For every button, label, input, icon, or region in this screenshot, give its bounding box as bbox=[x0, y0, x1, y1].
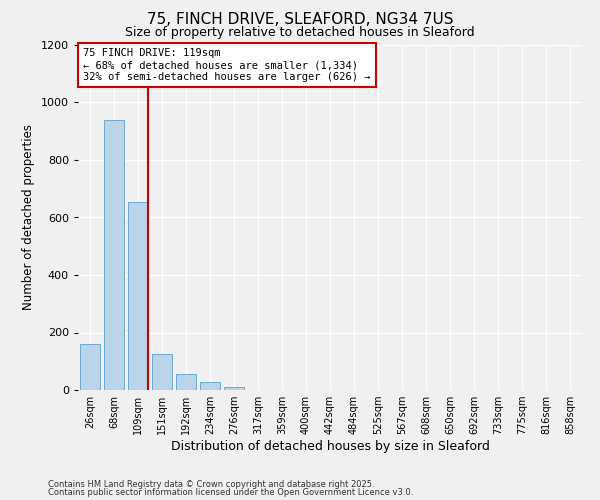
Text: 75, FINCH DRIVE, SLEAFORD, NG34 7US: 75, FINCH DRIVE, SLEAFORD, NG34 7US bbox=[147, 12, 453, 28]
Bar bbox=[152, 354, 172, 390]
Text: Size of property relative to detached houses in Sleaford: Size of property relative to detached ho… bbox=[125, 26, 475, 39]
Bar bbox=[128, 202, 148, 390]
Y-axis label: Number of detached properties: Number of detached properties bbox=[22, 124, 35, 310]
X-axis label: Distribution of detached houses by size in Sleaford: Distribution of detached houses by size … bbox=[170, 440, 490, 453]
Text: 75 FINCH DRIVE: 119sqm
← 68% of detached houses are smaller (1,334)
32% of semi-: 75 FINCH DRIVE: 119sqm ← 68% of detached… bbox=[83, 48, 371, 82]
Bar bbox=[80, 344, 100, 390]
Text: Contains public sector information licensed under the Open Government Licence v3: Contains public sector information licen… bbox=[48, 488, 413, 497]
Text: Contains HM Land Registry data © Crown copyright and database right 2025.: Contains HM Land Registry data © Crown c… bbox=[48, 480, 374, 489]
Bar bbox=[176, 374, 196, 390]
Bar bbox=[104, 120, 124, 390]
Bar bbox=[224, 386, 244, 390]
Bar bbox=[200, 382, 220, 390]
